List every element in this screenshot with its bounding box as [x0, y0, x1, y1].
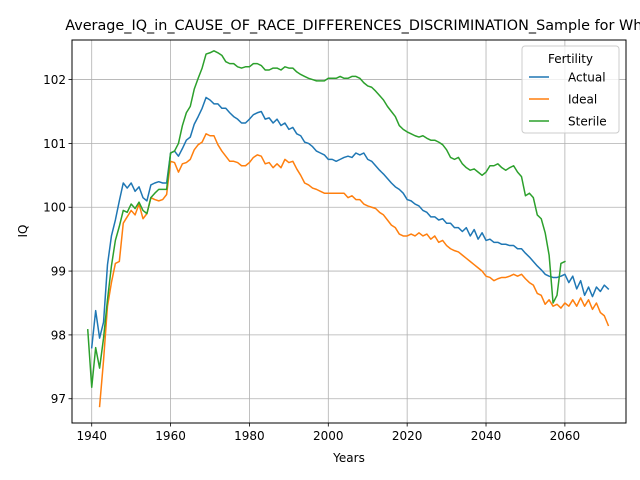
x-tick-label: 1940	[76, 429, 107, 443]
y-axis-ticks: 97 98 99 100 101 102	[43, 73, 72, 406]
x-tick-label: 1960	[155, 429, 186, 443]
series-line-sterile	[86, 50, 566, 388]
y-axis-label: IQ	[16, 225, 30, 238]
chart-title: Average_IQ_in_CAUSE_OF_RACE_DIFFERENCES_…	[65, 18, 640, 34]
y-tick-label: 101	[43, 137, 66, 151]
y-tick-label: 99	[51, 265, 66, 279]
grid-lines	[72, 40, 626, 423]
x-tick-label: 2000	[313, 429, 344, 443]
legend-label-sterile: Sterile	[568, 115, 607, 129]
series-line-ideal	[98, 133, 610, 408]
plot-frame	[71, 39, 627, 424]
series-lines	[86, 50, 610, 408]
x-tick-label: 2060	[550, 429, 581, 443]
legend-label-ideal: Ideal	[568, 93, 597, 107]
legend-box	[521, 45, 620, 134]
y-tick-label: 97	[51, 392, 66, 406]
x-tick-label: 2020	[392, 429, 423, 443]
x-tick-label: 1980	[234, 429, 265, 443]
y-tick-label: 100	[43, 201, 66, 215]
legend: Fertility Actual Ideal Sterile	[521, 45, 620, 134]
x-tick-label: 2040	[471, 429, 502, 443]
legend-title: Fertility	[548, 52, 593, 66]
series-line-actual	[90, 96, 610, 349]
x-axis-label: Years	[332, 451, 365, 465]
y-tick-label: 102	[43, 73, 66, 87]
y-tick-label: 98	[51, 328, 66, 342]
legend-label-actual: Actual	[568, 71, 606, 85]
x-axis-ticks: 1940 1960 1980 2000 2020 2040 2060	[76, 423, 580, 443]
